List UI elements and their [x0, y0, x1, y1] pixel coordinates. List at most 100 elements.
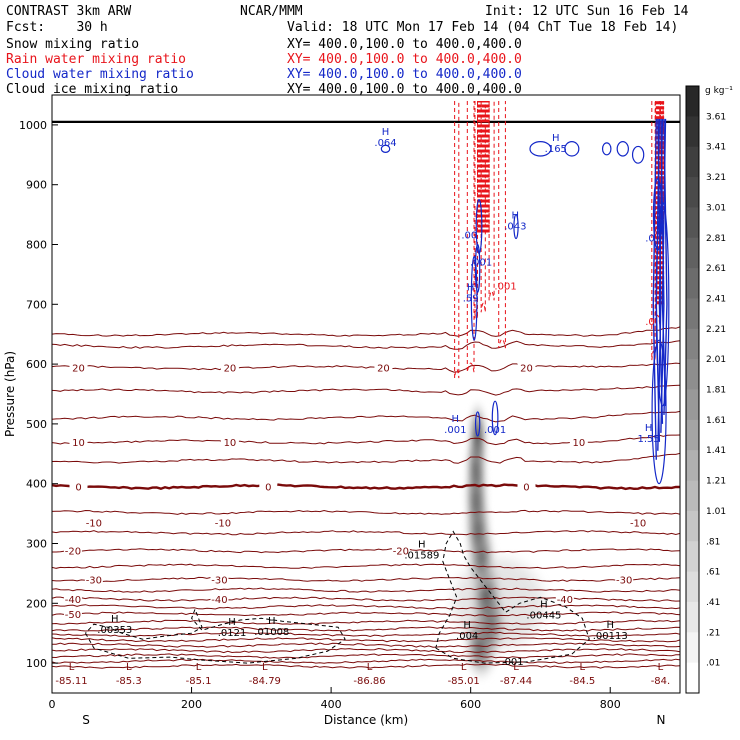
cloud-water-contour	[474, 411, 481, 437]
temperature-contours	[52, 120, 680, 669]
isotherm-label-bg	[210, 593, 229, 605]
x-tick-label: 800	[600, 698, 621, 711]
isotherm-label-bg	[63, 544, 82, 556]
x-tick-label: 200	[181, 698, 202, 711]
field-xy-snow: XY= 400.0,100.0 to 400.0,400.0	[287, 37, 522, 52]
colorbar-tick-label: 2.61	[706, 264, 726, 274]
colorbar-swatch	[686, 389, 699, 421]
isotherm-label: 10	[224, 438, 237, 449]
isotherm-label-bg	[84, 516, 103, 528]
cloud-water-contours	[380, 118, 670, 485]
isotherm-line	[52, 384, 680, 396]
maximum-value: 1.55	[637, 434, 659, 445]
isotherm-label: -50	[65, 610, 81, 621]
isotherm-label-bg	[569, 435, 588, 447]
isotherm-line	[52, 563, 680, 569]
isotherm-label: -10	[630, 519, 646, 530]
high-marker: H	[111, 614, 119, 625]
isotherm-label-bg	[69, 435, 88, 447]
isotherm-line	[52, 611, 680, 617]
colorbar-swatch	[686, 207, 699, 239]
maximum-value: .01008	[254, 627, 289, 638]
colorbar-tick-label: 3.21	[706, 173, 726, 183]
colorbar-tick-label: .61	[706, 568, 720, 578]
low-marker: L	[513, 662, 519, 673]
colorbar-swatch	[686, 632, 699, 664]
endpoint-left-label: S	[82, 713, 90, 727]
isotherm-label-bg	[391, 544, 410, 556]
field-name-snow: Snow mixing ratio	[6, 37, 139, 52]
maximum-value: .001	[484, 425, 506, 436]
isotherm-label-bg	[517, 480, 536, 492]
isotherm-line	[52, 340, 680, 350]
isotherm-label: -20	[393, 547, 409, 558]
low-value: -87.44	[500, 676, 532, 687]
high-marker: H	[418, 539, 426, 550]
cloud-ice-contours	[85, 530, 590, 664]
isotherm-line	[52, 452, 680, 464]
isotherm-line	[52, 626, 680, 632]
header-forecast: Fcst: 30 h	[6, 20, 108, 35]
isotherm-line	[52, 658, 680, 664]
isotherm-line	[52, 637, 680, 643]
cloud-water-tower-line	[661, 118, 667, 406]
low-value: -85.11	[55, 676, 87, 687]
low-value: -86.86	[353, 676, 385, 687]
maximum-value: .043	[504, 222, 526, 233]
isotherm-label: -30	[616, 575, 632, 586]
colorbar-tick-label: 3.01	[706, 203, 726, 213]
low-marker: L	[69, 662, 75, 673]
y-tick-label: 300	[26, 538, 47, 551]
isotherm-line	[52, 587, 680, 593]
high-marker: H	[463, 620, 471, 631]
isotherm-line	[52, 631, 680, 638]
cloud-water-contour	[475, 199, 483, 255]
isotherm-label-bg	[517, 361, 536, 373]
colorbar-tick-label: .41	[706, 598, 720, 608]
low-value: -84.	[651, 676, 671, 687]
maximum-value: .004	[456, 631, 478, 642]
cloud-water-contour	[491, 400, 499, 436]
y-tick-label: 500	[26, 418, 47, 431]
high-marker: H	[228, 617, 236, 628]
isotherm-label-bg	[63, 593, 82, 605]
maximum-value: .0121	[218, 628, 247, 639]
maximum-value: .00113	[593, 631, 628, 642]
cloud-water-contour	[601, 142, 612, 156]
isotherm-line	[52, 326, 680, 337]
maximum-value: .59	[463, 293, 479, 304]
colorbar-swatch	[686, 450, 699, 482]
plot-area: -50 -40 -40 -40 -30 -30 -30 -20 -20 -10 -10 -10 0 0 0 1…	[52, 100, 680, 687]
isotherm-label-bg	[213, 516, 232, 528]
colorbar-tick-label: 2.81	[706, 234, 726, 244]
colorbar-tick-label: .21	[706, 628, 720, 638]
snow-shading	[453, 395, 544, 686]
colorbar-unit: g kg⁻¹	[705, 86, 733, 96]
low-marker: L	[658, 662, 664, 673]
colorbar-tick-label: 1.01	[706, 507, 726, 517]
colorbar-swatch	[686, 237, 699, 269]
low-marker: L	[580, 662, 586, 673]
colorbar-tick-label: 3.61	[706, 112, 726, 122]
isotherm-line	[52, 653, 680, 659]
isotherm-label: 0	[75, 483, 81, 494]
isotherm-line	[52, 576, 680, 583]
colorbar-tick-label: 1.81	[706, 386, 726, 396]
maximum-value: .00	[461, 231, 477, 242]
y-tick-label: 900	[26, 179, 47, 192]
colorbar-swatch	[686, 359, 699, 390]
rain-contour	[474, 100, 479, 319]
rain-contour	[480, 100, 486, 313]
isotherm-line	[52, 530, 680, 536]
colorbar-swatch	[686, 86, 699, 117]
low-value: -85.01	[448, 676, 480, 687]
isotherm-label: 0	[265, 483, 271, 494]
rain-contour	[498, 100, 506, 349]
colorbar-swatch	[686, 146, 699, 178]
colorbar-swatch	[686, 480, 699, 512]
colorbar-swatch	[686, 541, 699, 573]
isotherm-label: -30	[86, 575, 102, 586]
rain-contour	[466, 100, 475, 373]
isotherm-label: 10	[572, 438, 585, 449]
isotherm-line	[52, 604, 680, 610]
